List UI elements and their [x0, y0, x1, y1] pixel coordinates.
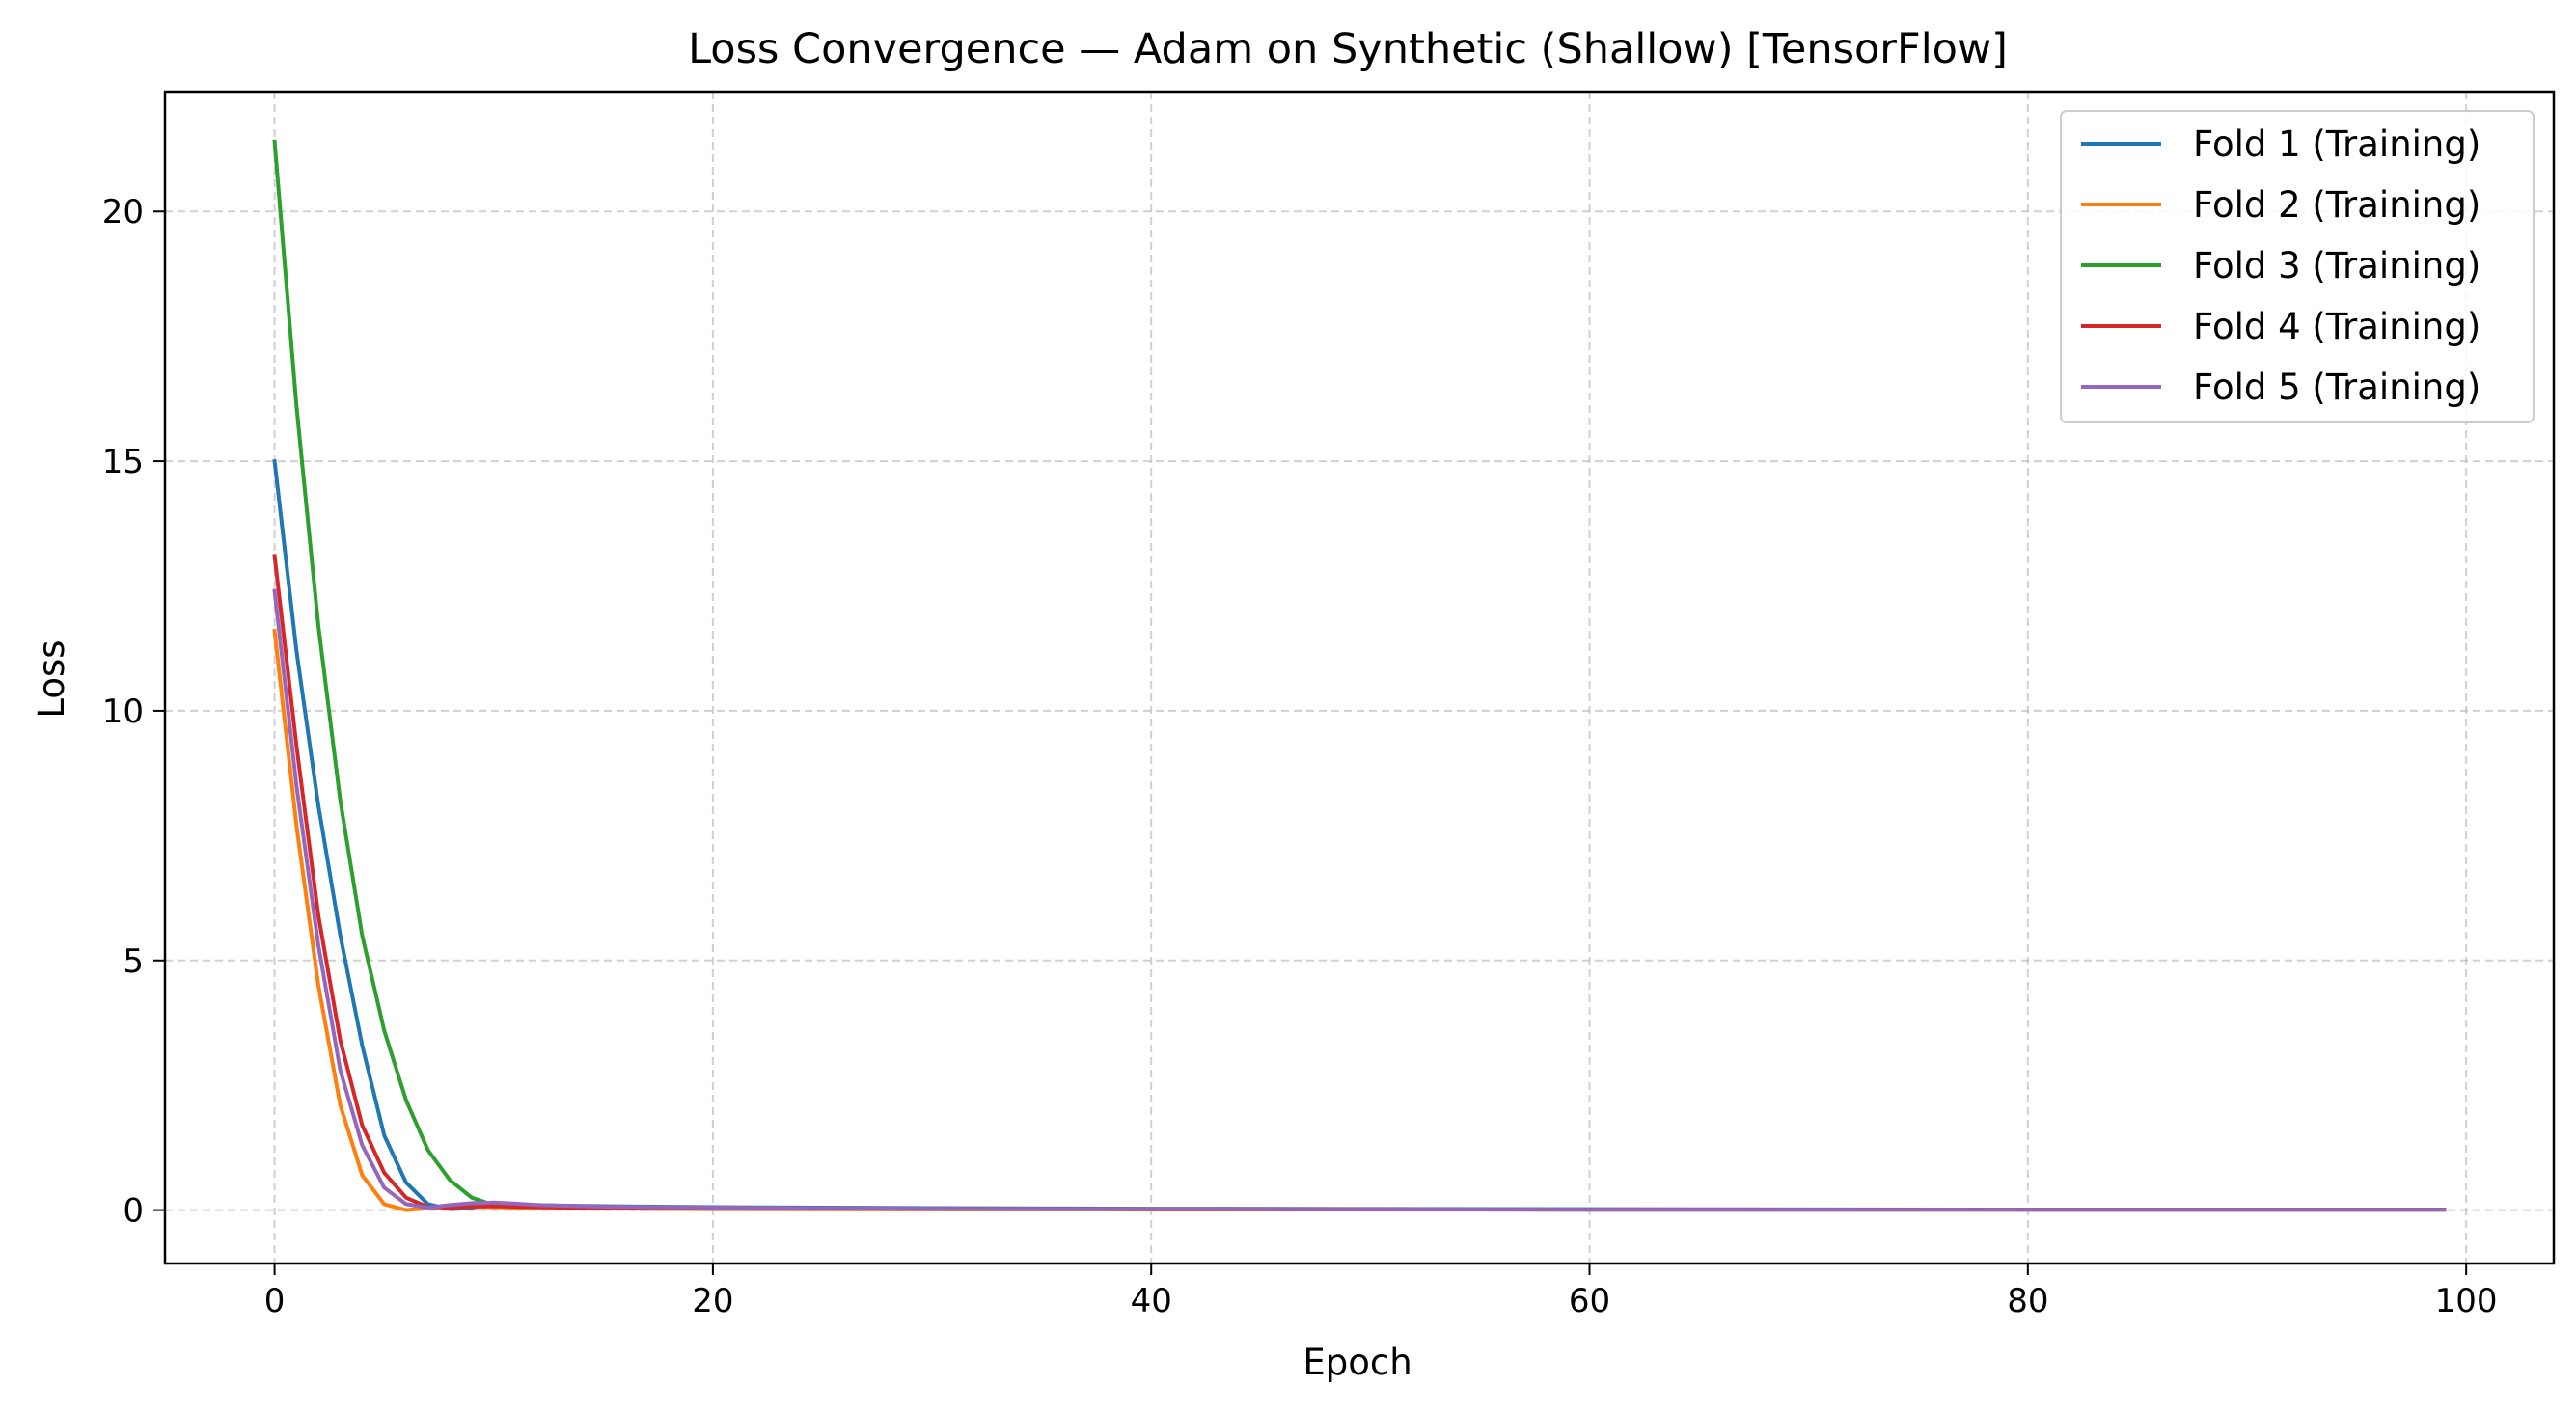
- x-tick-label: 20: [692, 1282, 733, 1320]
- y-tick-label: 0: [123, 1192, 144, 1231]
- legend-label-fold-4: Fold 4 (Training): [2193, 306, 2480, 347]
- legend-label-fold-2: Fold 2 (Training): [2193, 184, 2480, 226]
- series-lines: [272, 139, 2447, 1212]
- plot-frame: [163, 90, 2556, 1265]
- x-tick-label: 40: [1131, 1282, 1172, 1320]
- legend-box: [2060, 110, 2535, 423]
- y-axis-label: Loss: [31, 639, 72, 718]
- legend: Fold 1 (Training) Fold 2 (Training) Fold 3…: [2060, 110, 2535, 423]
- legend-label-fold-5: Fold 5 (Training): [2193, 367, 2480, 408]
- x-tick-label: 80: [2007, 1282, 2048, 1320]
- y-tick-label: 5: [123, 942, 144, 981]
- x-axis-ticks: 0 20 40 60 80 100: [264, 1264, 2498, 1320]
- y-tick-label: 20: [102, 193, 144, 231]
- y-tick-label: 10: [102, 693, 144, 731]
- x-tick-label: 60: [1569, 1282, 1610, 1320]
- y-axis-ticks: 0 5 10 15 20: [102, 193, 165, 1231]
- x-tick-label: 100: [2435, 1282, 2498, 1320]
- legend-label-fold-1: Fold 1 (Training): [2193, 123, 2480, 165]
- legend-label-fold-3: Fold 3 (Training): [2193, 245, 2480, 286]
- x-axis-label: Epoch: [1302, 1342, 1411, 1383]
- chart-title: Loss Convergence — Adam on Synthetic (Sh…: [688, 25, 2008, 73]
- y-tick-label: 15: [102, 443, 144, 481]
- series-line-fold-5: [272, 588, 2447, 1212]
- x-tick-label: 0: [264, 1282, 286, 1320]
